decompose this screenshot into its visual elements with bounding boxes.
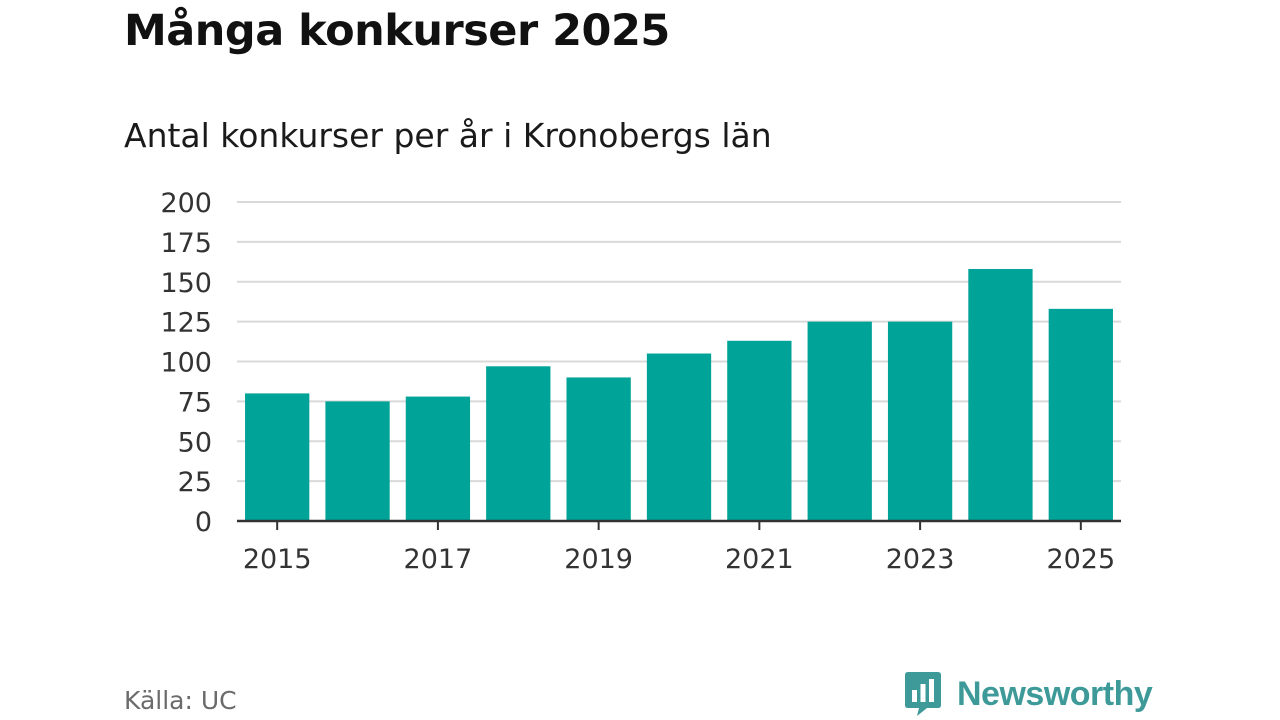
- y-tick-label: 125: [160, 308, 212, 339]
- y-tick-label: 175: [160, 228, 212, 259]
- bar-2021: [727, 340, 792, 521]
- x-tick-label: 2019: [564, 544, 633, 575]
- bar-2025: [1048, 308, 1113, 521]
- x-tick-label: 2015: [243, 544, 312, 575]
- y-tick-label: 200: [160, 188, 212, 219]
- x-axis: 2015 2017 2019 2021 2023 2025: [237, 519, 1121, 575]
- source-note: Källa: UC: [124, 686, 237, 715]
- bar-2017: [405, 396, 471, 521]
- bar-2015: [245, 393, 310, 521]
- bar-2018: [486, 366, 551, 521]
- y-axis: 0 25 50 75 100 125 150 175 200: [160, 188, 212, 538]
- bar-2020: [646, 353, 712, 521]
- bars: [245, 268, 1113, 521]
- y-tick-label: 75: [178, 387, 212, 418]
- y-tick-label: 150: [160, 268, 212, 299]
- x-tick-label: 2023: [886, 544, 955, 575]
- x-tick-label: 2021: [725, 544, 794, 575]
- y-tick-label: 100: [160, 348, 212, 379]
- y-tick-label: 25: [178, 467, 212, 498]
- x-tick-label: 2025: [1046, 544, 1115, 575]
- chart-subtitle: Antal konkurser per år i Kronobergs län: [124, 116, 772, 155]
- newsworthy-logo: Newsworthy: [903, 670, 1153, 718]
- bar-2024: [968, 268, 1033, 521]
- bar-2022: [807, 321, 872, 521]
- chart-title: Många konkurser 2025: [124, 6, 670, 56]
- brand-name: Newsworthy: [957, 674, 1153, 713]
- bar-2016: [325, 401, 390, 521]
- x-tick-label: 2017: [404, 544, 473, 575]
- bar-chart-speech-bubble-icon: [905, 672, 941, 716]
- y-tick-label: 50: [178, 427, 212, 458]
- y-tick-label: 0: [195, 507, 212, 538]
- bar-2019: [566, 377, 631, 521]
- bar-2023: [887, 321, 953, 521]
